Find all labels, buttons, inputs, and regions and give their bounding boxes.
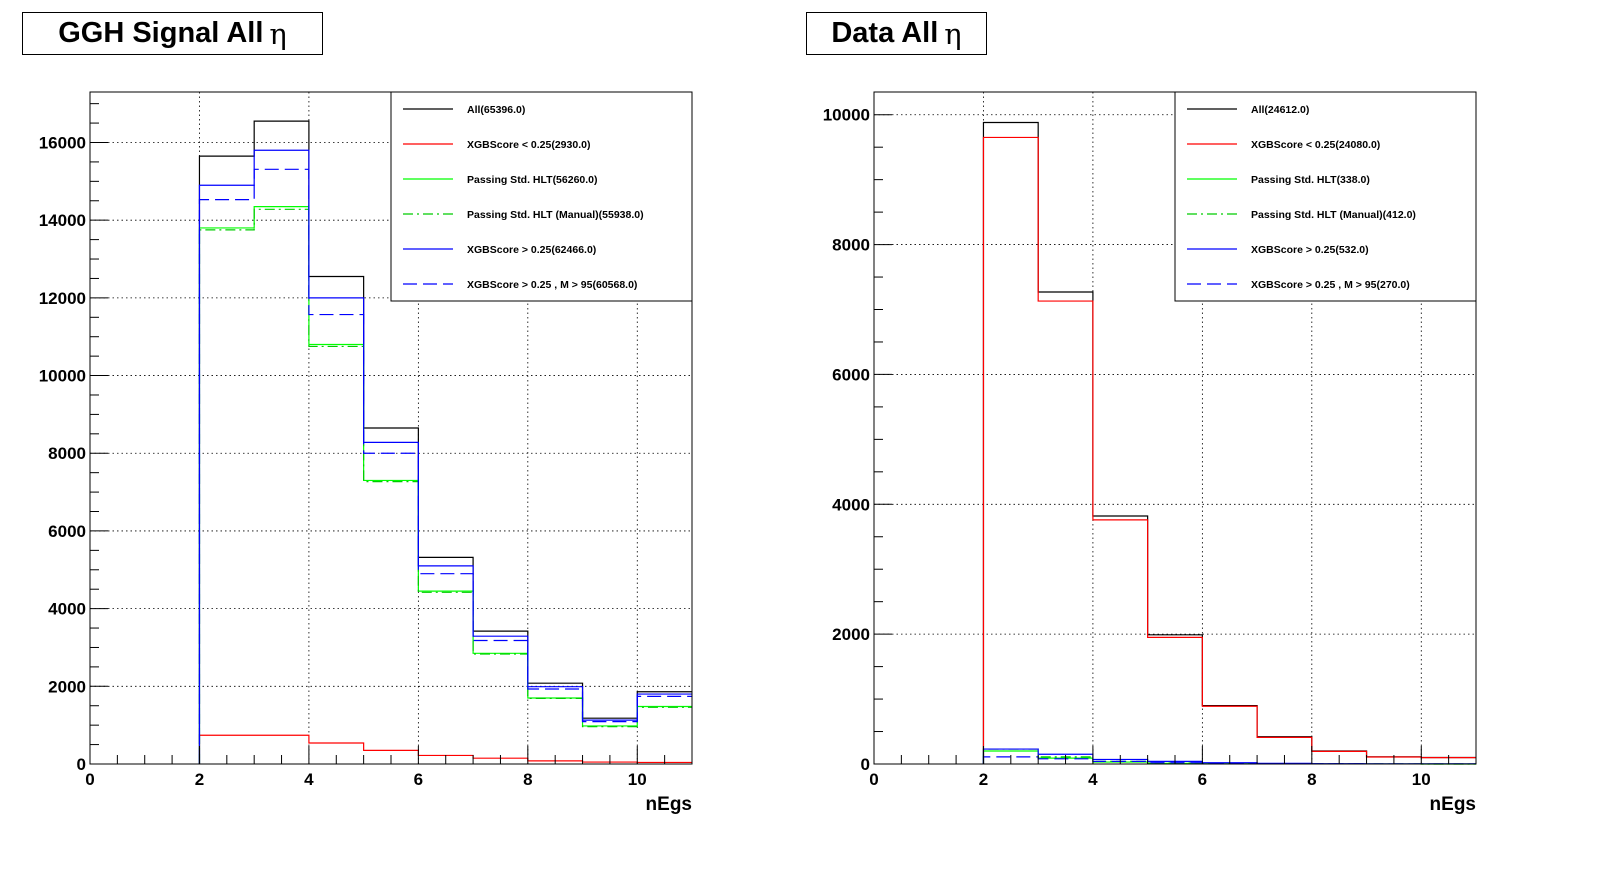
y-tick-label: 4000	[832, 495, 870, 514]
x-tick-label: 6	[414, 770, 423, 789]
legend-label: XGBScore > 0.25(62466.0)	[467, 244, 596, 256]
x-axis: 0 2 4 6 8 10	[869, 746, 1477, 789]
y-tick-label: 6000	[48, 522, 86, 541]
legend-label: XGBScore > 0.25 , M > 95(60568.0)	[467, 279, 637, 291]
x-tick-label: 0	[869, 770, 878, 789]
x-tick-label: 4	[1088, 770, 1098, 789]
y-tick-label: 0	[77, 755, 86, 774]
y-tick-label: 16000	[39, 133, 86, 152]
x-tick-label: 2	[979, 770, 988, 789]
legend-label: Passing Std. HLT (Manual)(412.0)	[1251, 209, 1416, 221]
y-tick-label: 10000	[39, 367, 86, 386]
y-tick-label: 6000	[832, 365, 870, 384]
legend-label: XGBScore < 0.25(2930.0)	[467, 139, 590, 151]
x-tick-label: 2	[195, 770, 204, 789]
chart-title-data-text: Data All	[831, 17, 939, 49]
legend-label: All(65396.0)	[467, 104, 525, 116]
grid	[874, 92, 1476, 764]
series-3-line	[198, 208, 692, 764]
x-tick-label: 8	[1307, 770, 1316, 789]
y-tick-label: 8000	[48, 444, 86, 463]
chart-title-data-symbol: η	[944, 16, 962, 51]
x-axis-title: nEgs	[1430, 794, 1476, 815]
chart-title-data: Data All η	[806, 12, 987, 55]
legend-label: Passing Std. HLT(56260.0)	[467, 174, 598, 186]
y-axis: 0 2000 4000 6000 8000 10000	[823, 106, 892, 774]
y-tick-label: 14000	[39, 211, 86, 230]
x-tick-label: 6	[1198, 770, 1207, 789]
y-tick-label: 8000	[832, 236, 870, 255]
chart-title-ggh-symbol: η	[269, 16, 287, 51]
legend-box	[1174, 91, 1477, 302]
y-tick-label: 2000	[48, 677, 86, 696]
legend-label: XGBScore < 0.25(24080.0)	[1251, 139, 1380, 151]
x-tick-label: 10	[628, 770, 647, 789]
legend-label: Passing Std. HLT(338.0)	[1251, 174, 1370, 186]
legend-label: Passing Std. HLT (Manual)(55938.0)	[467, 209, 644, 221]
legend-label: XGBScore > 0.25(532.0)	[1251, 244, 1369, 256]
x-axis: 0 2 4 6 8 10	[85, 746, 693, 789]
y-tick-label: 12000	[39, 289, 86, 308]
chart-title-ggh-text: GGH Signal All	[58, 17, 264, 49]
y-tick-label: 10000	[823, 106, 870, 125]
grid	[90, 92, 692, 764]
y-axis: 0 2000 4000 6000 8000 10000 12000 14000 16000	[39, 103, 108, 774]
legend: All(65396.0) XGBScore < 0.25(2930.0) Passi…	[390, 91, 693, 302]
legend-label: XGBScore > 0.25 , M > 95(270.0)	[1251, 279, 1410, 291]
y-tick-label: 4000	[48, 600, 86, 619]
y-tick-label: 0	[861, 755, 870, 774]
series-5-line	[198, 168, 692, 764]
legend-box	[390, 91, 693, 302]
x-tick-label: 10	[1412, 770, 1431, 789]
histogram-ggh-signal: 0 2 4 6 8 10 0 2000 4000 6000 8000 10000 12000 14000 1…	[39, 91, 693, 815]
legend: All(24612.0) XGBScore < 0.25(24080.0) Pass…	[1174, 91, 1477, 302]
chart-title-ggh: GGH Signal All η	[22, 12, 323, 55]
legend-label: All(24612.0)	[1251, 104, 1309, 116]
x-tick-label: 0	[85, 770, 94, 789]
x-tick-label: 8	[523, 770, 532, 789]
x-axis-title: nEgs	[646, 794, 692, 815]
x-tick-label: 4	[304, 770, 314, 789]
y-tick-label: 2000	[832, 625, 870, 644]
